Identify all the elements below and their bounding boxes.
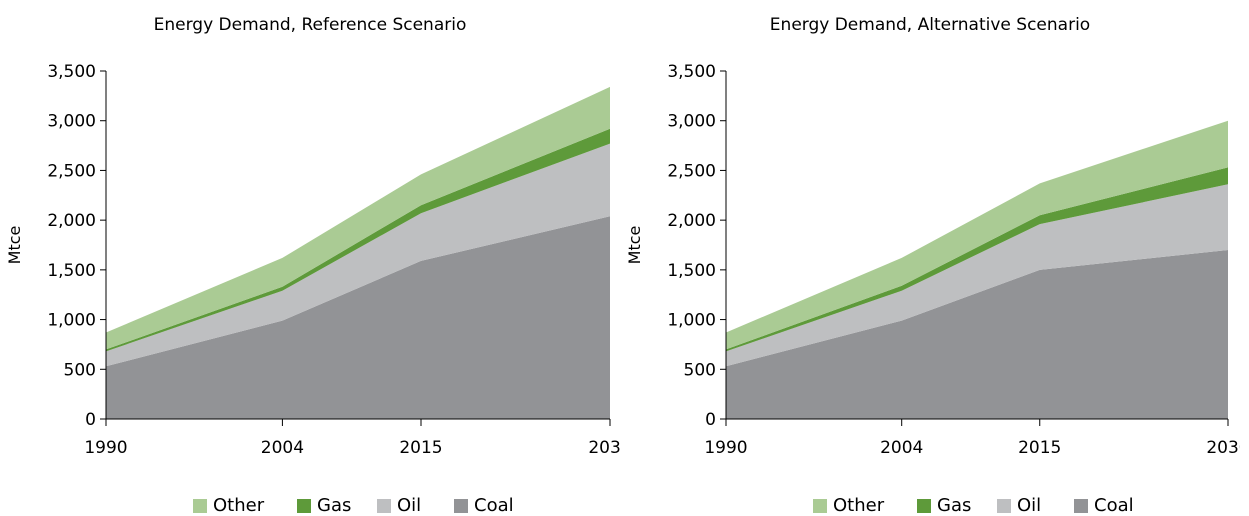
chart-reference-scenario: 0 500 1,000 1,500 2,000 2,500 3,000 3,500 1990 20… xyxy=(5,62,620,458)
y-tick-label: 3,500 xyxy=(47,62,96,82)
legend-swatch xyxy=(193,498,207,513)
area-series-coal xyxy=(726,250,1228,419)
legend-swatch xyxy=(297,498,311,513)
x-tick-label: 2015 xyxy=(1018,438,1061,458)
legend-label: Coal xyxy=(1094,495,1134,516)
y-tick-label: 0 xyxy=(705,410,716,430)
chart-title: Energy Demand, Reference Scenario xyxy=(153,15,467,35)
legend-swatch xyxy=(1074,498,1088,513)
x-tick-label: 1990 xyxy=(704,438,747,458)
y-tick-label: 3,000 xyxy=(47,112,96,132)
chart-title: Energy Demand, Alternative Scenario xyxy=(769,15,1091,35)
y-tick-label: 1,000 xyxy=(667,311,716,331)
area-series-other xyxy=(726,120,1228,350)
legend-swatch xyxy=(813,498,827,513)
x-tick-label: 2030 xyxy=(1206,438,1240,458)
y-tick-label: 2,500 xyxy=(47,161,96,181)
legend-item-gas: Gas xyxy=(917,495,971,516)
legend-swatch xyxy=(917,498,931,513)
chart-panel-alternative: Energy Demand, Alternative Scenario 0 500… xyxy=(620,0,1240,516)
legend-label: Gas xyxy=(937,495,972,516)
legend-swatch xyxy=(377,498,391,513)
legend-swatch xyxy=(997,498,1011,513)
legend-label: Oil xyxy=(1017,495,1042,516)
legend-item-gas: Gas xyxy=(297,495,351,516)
y-tick-label: 500 xyxy=(684,360,716,380)
x-tick-label: 1990 xyxy=(84,438,127,458)
y-axis-label: Mtce xyxy=(5,226,24,265)
x-tick-label: 2004 xyxy=(261,438,304,458)
y-tick-label: 500 xyxy=(64,360,96,380)
y-tick-label: 1,500 xyxy=(47,261,96,281)
x-tick-label: 2004 xyxy=(880,438,923,458)
area-series-oil xyxy=(726,184,1228,367)
x-tick-label: 2030 xyxy=(588,438,620,458)
y-tick-label: 0 xyxy=(85,410,96,430)
legend-item-other: Other xyxy=(193,495,264,516)
legend-label: Other xyxy=(213,495,265,516)
y-tick-label: 3,500 xyxy=(667,62,716,82)
area-series-other xyxy=(106,86,610,350)
area-series-coal xyxy=(106,216,610,419)
y-tick-label: 2,000 xyxy=(667,211,716,231)
legend-label: Gas xyxy=(317,495,352,516)
x-tick-label: 2015 xyxy=(399,438,442,458)
area-series-gas xyxy=(726,167,1228,352)
y-tick-label: 2,000 xyxy=(47,211,96,231)
y-tick-label: 1,500 xyxy=(667,261,716,281)
y-tick-label: 2,500 xyxy=(667,161,716,181)
area-series-oil xyxy=(106,143,610,367)
legend-item-other: Other xyxy=(813,495,884,516)
legend-swatch xyxy=(454,498,468,513)
legend-label: Other xyxy=(833,495,885,516)
legend-item-coal: Coal xyxy=(1074,495,1134,516)
legend-item-oil: Oil xyxy=(377,495,421,516)
legend-item-oil: Oil xyxy=(997,495,1041,516)
area-series-gas xyxy=(106,128,610,352)
y-tick-label: 3,000 xyxy=(667,112,716,132)
chart-panel-reference: Energy Demand, Reference Scenario 0 500 1,… xyxy=(0,0,620,516)
y-axis-label: Mtce xyxy=(625,226,644,265)
legend-item-coal: Coal xyxy=(454,495,514,516)
y-tick-label: 1,000 xyxy=(47,311,96,331)
legend-label: Coal xyxy=(474,495,514,516)
legend-label: Oil xyxy=(397,495,422,516)
chart-alternative-scenario: 0 500 1,000 1,500 2,000 2,500 3,000 3,500 1990 20… xyxy=(625,62,1240,458)
